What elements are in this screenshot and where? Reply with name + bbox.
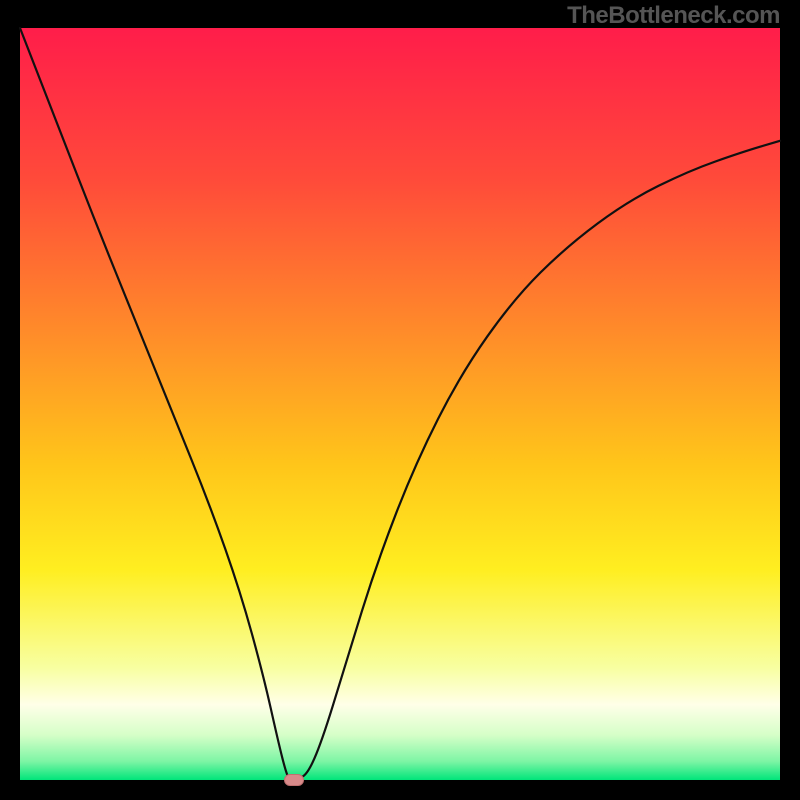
bottleneck-curve [0, 0, 800, 800]
watermark-text: TheBottleneck.com [567, 2, 780, 30]
curve-path [20, 28, 780, 780]
chart-frame: TheBottleneck.com [0, 0, 800, 800]
optimum-marker [284, 774, 304, 786]
